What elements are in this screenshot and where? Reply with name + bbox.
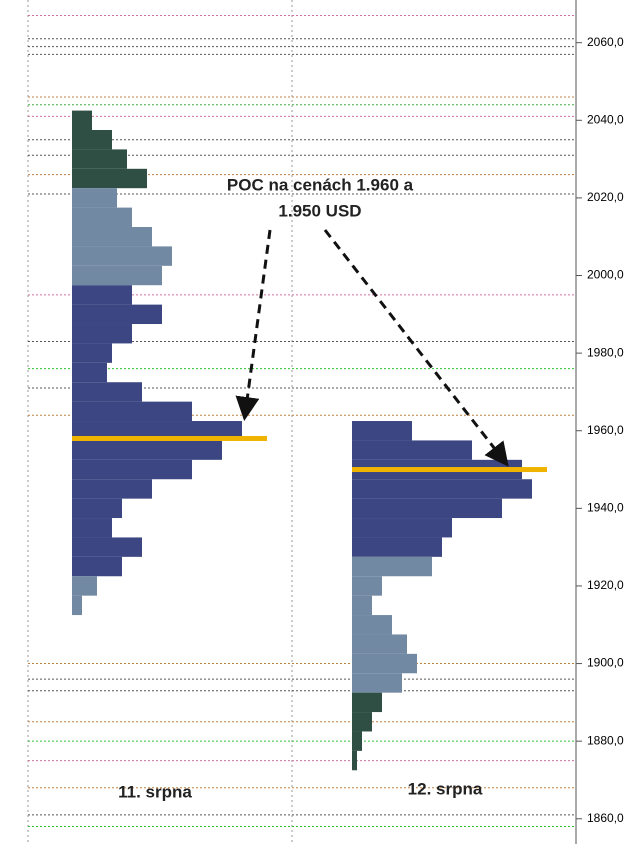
volume-bar [352,634,407,654]
volume-bar [352,750,357,771]
volume-bar [72,265,162,286]
y-tick-label: 1860,0 [587,811,624,825]
annotation: POC na cenách 1.960 a [227,175,414,194]
volume-bar [352,421,412,441]
volume-bar [352,712,372,732]
volume-bar [72,401,192,422]
volume-bar [72,188,117,208]
profiles [72,110,547,771]
annotation: 1.950 USD [278,201,361,220]
levels [28,15,576,828]
volume-bar [72,576,97,596]
volume-bar [72,324,132,344]
volume-bar [72,168,147,189]
volume-bar [352,498,502,519]
volume-bar [352,556,432,577]
arrow [323,229,509,467]
volume-bar [72,479,152,499]
day-label: 12. srpna [408,779,483,798]
volume-bar [72,498,122,519]
y-tick-label: 1880,0 [587,733,624,747]
volume-bar [352,673,402,693]
volume-bar [352,653,417,674]
poc-line [352,467,547,473]
poc-line [72,435,267,441]
volume-bar [72,556,122,577]
volume-bar [352,576,382,596]
volume-bar [72,421,242,441]
volume-bar [72,246,172,266]
volume-bar [352,537,442,557]
y-tick-label: 2060,0 [587,35,624,49]
volume-bar [72,207,132,228]
y-tick-label: 1940,0 [587,501,624,515]
volume-bar [72,382,142,402]
volume-bar [72,149,127,169]
volume-bar [72,227,152,247]
volume-bar [72,129,112,150]
y-tick-label: 1920,0 [587,578,624,592]
volume-bar [72,440,222,460]
volume-bar [72,343,112,363]
volume-bar [352,440,472,460]
y-tick-label: 1900,0 [587,656,624,670]
y-tick-label: 1980,0 [587,345,624,359]
volume-bar [352,518,452,538]
arrow [235,229,272,421]
volume-bar [352,595,372,616]
day-label: 11. srpna [118,782,192,801]
volume-bar [352,731,362,751]
volume-bar [72,362,107,383]
volume-bar [72,304,162,325]
volume-bar [352,479,532,499]
volume-bar [72,285,132,305]
volume-bar [72,518,112,538]
volume-bar [352,615,392,635]
volume-bar [72,110,92,130]
volume-bar [72,595,82,616]
y-tick-label: 2020,0 [587,190,624,204]
y-tick-label: 1960,0 [587,423,624,437]
volume-bar [72,459,192,480]
volume-bar [72,537,142,557]
y-tick-label: 2000,0 [587,268,624,282]
volume-bar [352,692,382,713]
y-tick-label: 2040,0 [587,112,624,126]
